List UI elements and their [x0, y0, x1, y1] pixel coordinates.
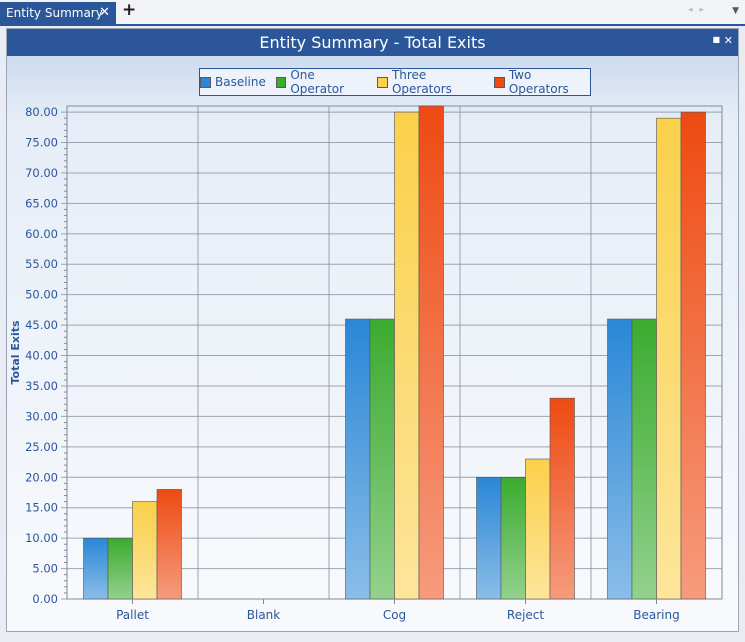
bar	[656, 117, 682, 600]
y-tick-label: 40.00	[25, 349, 58, 363]
y-tick-label: 60.00	[25, 227, 58, 241]
y-tick-label: 65.00	[25, 196, 58, 210]
x-tick-label: Pallet	[116, 608, 149, 622]
x-tick-label: Blank	[247, 608, 281, 622]
legend-label: Baseline	[215, 75, 266, 89]
legend-item[interactable]: One Operator	[275, 68, 368, 96]
y-tick-label: 30.00	[25, 409, 58, 423]
y-tick-label: 15.00	[25, 501, 58, 515]
legend-swatch	[494, 76, 505, 88]
y-tick-label: 70.00	[25, 166, 58, 180]
y-tick-label: 50.00	[25, 288, 58, 302]
tab-scroll-arrows-icon[interactable]: ◂▸	[687, 5, 711, 15]
bar	[631, 318, 657, 600]
bar	[107, 537, 133, 600]
legend-swatch	[200, 76, 211, 88]
panel-title: Entity Summary - Total Exits	[259, 33, 486, 52]
legend-item[interactable]: Three Operators	[377, 68, 484, 96]
y-tick-label: 5.00	[32, 562, 58, 576]
legend-swatch	[377, 76, 388, 88]
x-tick-label: Bearing	[633, 608, 679, 622]
y-tick-label: 35.00	[25, 379, 58, 393]
bar	[345, 318, 371, 600]
x-tick-label: Cog	[383, 608, 406, 622]
bar	[83, 537, 109, 600]
legend-swatch	[275, 76, 287, 88]
bar	[525, 458, 551, 600]
y-axis-label: Total Exits	[9, 320, 22, 385]
x-tick-label: Reject	[507, 608, 544, 622]
close-icon[interactable]: ✕	[723, 34, 733, 47]
y-tick-label: 80.00	[25, 105, 58, 119]
legend-label: One Operator	[290, 68, 345, 96]
y-tick-label: 45.00	[25, 318, 58, 332]
panel-header: Entity Summary - Total Exits ■ ✕	[7, 29, 738, 56]
tab-entity-summary[interactable]: Entity Summary ✕	[0, 2, 116, 24]
chart-legend: Baseline One Operator Three Operators Two O…	[199, 68, 591, 96]
bar	[369, 318, 395, 600]
y-tick-label: 0.00	[32, 592, 58, 606]
tab-label: Entity Summary	[6, 6, 103, 20]
bar	[680, 111, 706, 600]
y-tick-label: 55.00	[25, 257, 58, 271]
bar	[132, 501, 158, 600]
bar	[418, 105, 444, 600]
y-tick-label: 10.00	[25, 531, 58, 545]
y-tick-label: 25.00	[25, 440, 58, 454]
legend-item[interactable]: Two Operators	[494, 68, 590, 96]
plus-icon[interactable]: +	[122, 0, 137, 20]
bar-chart: 0.00 5.00 10.00 15.00 20.00 25.00 30.00 35.00 40…	[9, 105, 723, 622]
legend-label: Three Operators	[391, 68, 452, 96]
bar	[549, 397, 575, 600]
legend-label: Two Operators	[508, 68, 569, 96]
restore-icon[interactable]: ■	[712, 35, 720, 44]
bar	[500, 476, 526, 600]
bar	[394, 111, 420, 600]
y-tick-label: 20.00	[25, 470, 58, 484]
chevron-down-icon[interactable]: ▼	[732, 6, 739, 16]
bar	[156, 489, 182, 600]
legend-item[interactable]: Baseline	[200, 75, 266, 89]
tab-strip: Entity Summary ✕ + ◂▸ ▼	[0, 0, 745, 26]
y-tick-label: 75.00	[25, 136, 58, 150]
chart-panel: Entity Summary - Total Exits ■ ✕ Baselin…	[6, 28, 739, 632]
close-icon[interactable]: ✕	[99, 5, 110, 20]
bar	[607, 318, 633, 600]
bar	[476, 476, 502, 600]
